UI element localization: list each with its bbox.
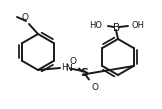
Text: O: O <box>69 56 76 66</box>
Text: N: N <box>65 64 72 73</box>
Text: H: H <box>61 64 67 72</box>
Text: B: B <box>113 23 121 33</box>
Text: OH: OH <box>132 20 145 30</box>
Text: HO: HO <box>89 20 102 30</box>
Text: O: O <box>21 14 28 22</box>
Text: O: O <box>91 83 98 91</box>
Text: S: S <box>80 68 88 78</box>
